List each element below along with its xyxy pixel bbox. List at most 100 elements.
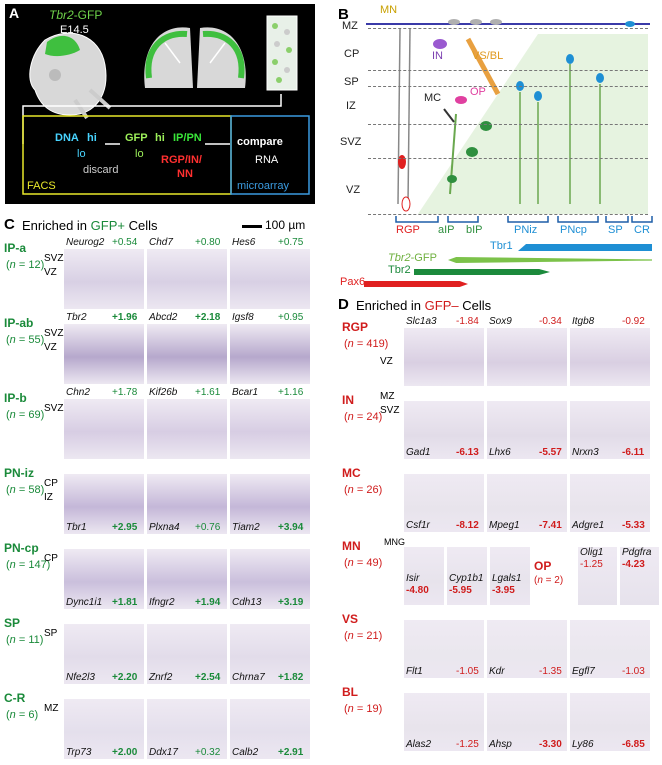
layer-label: VZ [44, 342, 57, 353]
fold-change-value: -1.05 [456, 666, 479, 677]
ish-image [578, 547, 617, 605]
bottom-label-aip: aIP [438, 224, 455, 236]
ish-image [64, 324, 144, 384]
gene-name: Kdr [489, 666, 505, 677]
cell-tube-icon [266, 15, 298, 91]
layer-line-mz [368, 28, 648, 29]
fold-change-value: +2.54 [195, 672, 221, 683]
gene-name: Adgre1 [572, 520, 605, 531]
ish-image [147, 474, 227, 534]
flow-arrows [22, 94, 310, 195]
fold-change-value: -4.23 [622, 559, 645, 570]
fold-change-value: -7.41 [539, 520, 562, 531]
row-count: (n = 6) [6, 709, 39, 721]
gene-name: Tbr1 [66, 522, 87, 533]
row-label: IP-a [4, 241, 27, 255]
gene-name: Abcd2 [149, 312, 178, 323]
ish-image [230, 399, 310, 459]
microarray-label: microarray [237, 180, 289, 192]
ish-image [147, 549, 227, 609]
gene-name: Chn2 [66, 387, 90, 398]
bottom-label-pniz: PNiz [514, 224, 538, 236]
layer-label: CP [44, 553, 58, 564]
ish-image [64, 474, 144, 534]
layer-label: MZ [44, 703, 59, 714]
panel-d-letter: D [338, 296, 349, 313]
layer-svz: SVZ [340, 136, 362, 148]
ish-image [620, 547, 659, 605]
compare-label: compare [237, 136, 283, 148]
row-count: (n = 69) [6, 409, 45, 421]
label-in: IN [432, 50, 443, 62]
fold-change-value: -1.35 [539, 666, 562, 677]
ish-image [230, 699, 310, 759]
ish-image [404, 620, 484, 678]
facs-label: FACS [27, 180, 56, 192]
gfp-hi: hi [155, 132, 165, 144]
tbr1-bar [518, 244, 652, 251]
gene-name: Ifngr2 [149, 597, 175, 608]
row-count: (n = 49) [344, 557, 383, 569]
gene-name: Znrf2 [149, 672, 173, 683]
layer-sp: SP [344, 76, 359, 88]
bottom-label-cr: CR [634, 224, 650, 236]
fold-change-value: -1.25 [456, 739, 479, 750]
ish-image [64, 249, 144, 309]
fold-change-value: +3.94 [278, 522, 304, 533]
panel-b: MZ CP SP IZ SVZ VZ MN IN VS/BL MC OP RGP… [338, 4, 658, 294]
row-count: (n = 419) [344, 338, 389, 350]
fold-change-value: -6.13 [456, 447, 479, 458]
ip-pn-label: IP/PN [173, 132, 202, 144]
gene-name: Nfe2l3 [66, 672, 95, 683]
row-label: PN-cp [4, 541, 39, 555]
fold-change-value: +2.91 [278, 747, 304, 758]
ish-image [490, 547, 530, 605]
ish-image [147, 249, 227, 309]
ish-image [404, 401, 484, 459]
layer-line-iz [368, 124, 648, 125]
panel-c-title: Enriched in GFP+ Cells [22, 218, 158, 233]
gene-name: Hes6 [232, 237, 256, 248]
dna-lo: lo [77, 148, 86, 160]
scale-label: 100 µm [265, 218, 306, 232]
row-label: RGP [342, 320, 369, 334]
gene-name: Csf1r [406, 520, 430, 531]
fold-change-value: +0.95 [278, 312, 304, 323]
gene-name: Alas2 [406, 739, 432, 750]
fold-change-value: +0.32 [195, 747, 221, 758]
row-label: BL [342, 685, 358, 699]
ish-image [487, 620, 567, 678]
fold-change-value: +0.76 [195, 522, 221, 533]
panel-b-letter: B [338, 6, 349, 23]
fold-change-value: -5.33 [622, 520, 645, 531]
gene-name: Calb2 [232, 747, 259, 758]
row-label: IP-ab [4, 316, 34, 330]
gene-name: Bcar1 [232, 387, 259, 398]
dna-label: DNA [55, 132, 79, 144]
ish-image [230, 474, 310, 534]
panel-d-title: Enriched in GFP– Cells [356, 298, 492, 313]
fold-change-value: +2.00 [112, 747, 138, 758]
fold-change-value: +1.82 [278, 672, 304, 683]
layer-label: SP [44, 628, 58, 639]
discard-label: discard [83, 164, 119, 176]
row-label: MC [342, 466, 361, 480]
ish-image [147, 624, 227, 684]
nn-label: NN [177, 168, 193, 180]
row-count: (n = 24) [344, 411, 383, 423]
gene-name: Igsf8 [232, 312, 254, 323]
ish-image [487, 328, 567, 386]
rna-label: RNA [255, 154, 279, 166]
fold-change-value: -0.92 [622, 316, 645, 327]
row-label: PN-iz [4, 466, 34, 480]
row-label: MN [342, 539, 361, 553]
gene-name: Pdgfra [622, 547, 652, 558]
panel-a-letter: A [9, 5, 20, 21]
pax6-bar [364, 281, 468, 287]
brain-section-illustration [144, 27, 246, 88]
ish-image [64, 549, 144, 609]
ish-image [570, 693, 650, 751]
row-label: IN [342, 393, 354, 407]
row-label: VS [342, 612, 359, 626]
ish-image [570, 401, 650, 459]
